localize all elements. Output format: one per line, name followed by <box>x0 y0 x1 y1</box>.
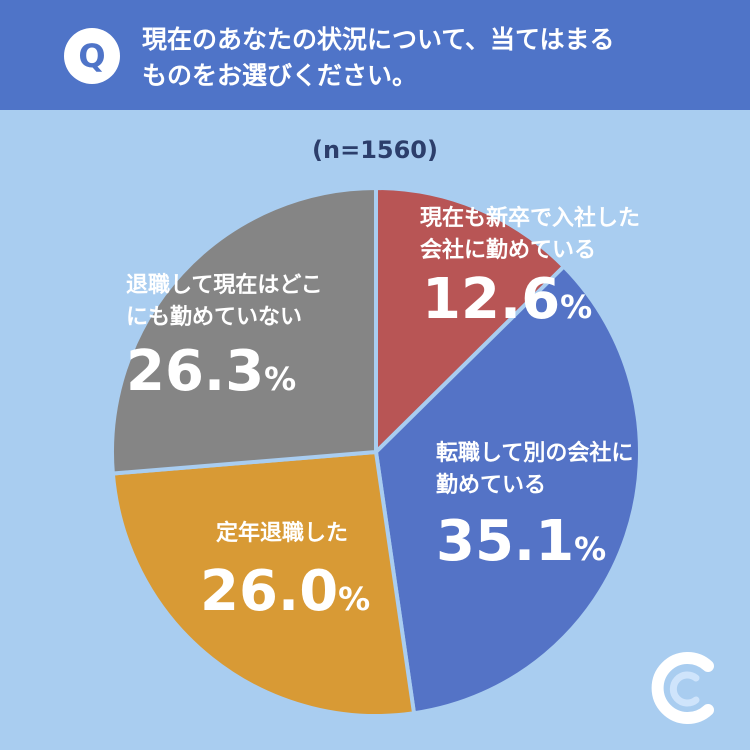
pie-slice-2 <box>110 449 417 718</box>
slice-label-1-line-0: 転職して別の会社に <box>436 440 633 466</box>
question-line-1: 現在のあなたの状況について、当てはまる <box>142 25 615 54</box>
pie-slices <box>110 185 642 718</box>
slice-label-0-line-0: 現在も新卒で入社した <box>420 205 640 231</box>
slice-label-1-line-1: 勤めている <box>436 472 546 498</box>
sample-size-label: (n=1560) <box>312 136 438 164</box>
slice-label-3-line-1: にも勤めていない <box>126 304 302 330</box>
brand-logo <box>651 652 714 724</box>
slice-value-0: 12.6% <box>422 267 592 332</box>
question-line-2: ものをお選びください。 <box>142 61 418 90</box>
question-badge: Q <box>64 28 120 84</box>
slice-label-3-line-0: 退職して現在はどこ <box>126 272 323 298</box>
slice-value-1: 35.1% <box>436 509 606 574</box>
slice-value-2: 26.0% <box>200 559 370 624</box>
pie-slice-1 <box>373 263 642 716</box>
pie-slice-0 <box>374 185 567 457</box>
slice-label-0-line-1: 会社に勤めている <box>420 237 596 263</box>
slice-value-3: 26.3% <box>126 339 296 404</box>
question-text: 現在のあなたの状況について、当てはまる ものをお選びください。 <box>142 22 722 94</box>
slice-label-2-line-0: 定年退職した <box>216 520 348 546</box>
pie-slice-3 <box>110 185 378 476</box>
question-header: Q 現在のあなたの状況について、当てはまる ものをお選びください。 <box>0 0 750 110</box>
